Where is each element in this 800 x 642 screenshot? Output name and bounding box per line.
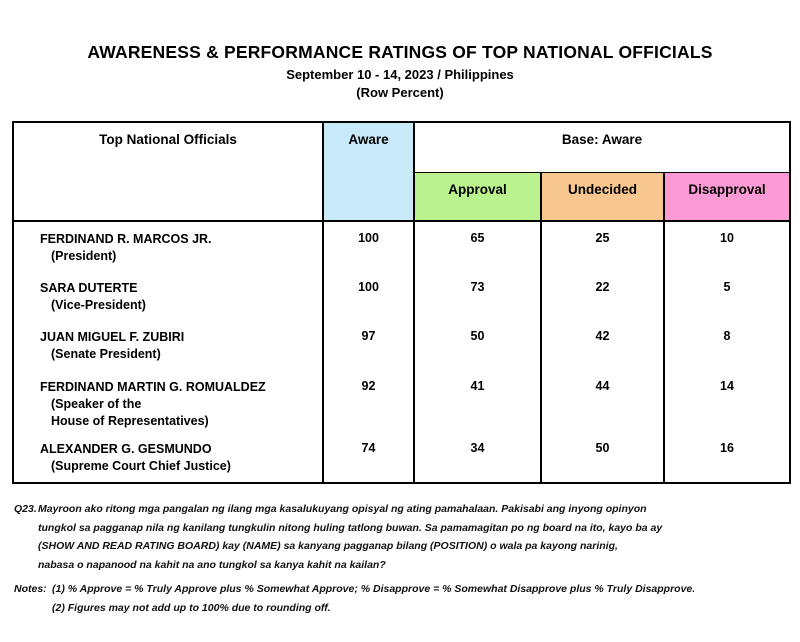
undecided-value: 44	[541, 370, 665, 432]
header-row-ratings: Approval Undecided Disapproval	[13, 172, 791, 222]
official-name: ALEXANDER G. GESMUNDO	[40, 442, 212, 456]
notes-line: (2) Figures may not add up to 100% due t…	[52, 602, 331, 614]
disapproval-value: 5	[723, 280, 731, 294]
survey-period: September 10 - 14, 2023 / Philippines	[286, 67, 514, 82]
ratings-table: Top National Officials Aware Base: Aware…	[12, 121, 792, 484]
official-name-cell: FERDINAND R. MARCOS JR. (President)	[13, 221, 324, 271]
undecided-value: 50	[541, 432, 665, 483]
disapproval-value: 16	[720, 441, 734, 455]
aware-value: 92	[323, 370, 415, 432]
disapproval-value: 10	[720, 231, 734, 245]
column-header-disapproval: Disapproval	[662, 172, 791, 222]
question-line: nabasa o napanood na kahit na ano tungko…	[38, 558, 386, 571]
approval-value: 73	[414, 271, 542, 320]
notes-text: (1) % Approve = % Truly Approve plus % S…	[52, 580, 695, 618]
official-name: SARA DUTERTE	[40, 281, 138, 295]
group-header-base-aware: Base: Aware	[414, 122, 791, 173]
row-percent-label: (Row Percent)	[356, 85, 444, 100]
question-line: (SHOW AND READ RATING BOARD) kay (NAME) …	[38, 540, 618, 552]
notes-footnote: Notes: (1) % Approve = % Truly Approve p…	[14, 580, 800, 618]
official-name-cell: JUAN MIGUEL F. ZUBIRI (Senate President)	[13, 320, 324, 370]
table-body: FERDINAND R. MARCOS JR. (President) 100 …	[13, 221, 790, 483]
column-header-aware: Aware	[323, 122, 415, 222]
column-header-undecided: Undecided	[540, 172, 665, 222]
approval-value: 41	[414, 370, 542, 432]
disapproval-value: 14	[720, 379, 734, 393]
table-row-marcos: FERDINAND R. MARCOS JR. (President) 100 …	[13, 221, 790, 271]
report-header: AWARENESS & PERFORMANCE RATINGS OF TOP N…	[0, 42, 800, 100]
aware-value: 97	[323, 320, 415, 370]
table-row-zubiri: JUAN MIGUEL F. ZUBIRI (Senate President)…	[13, 320, 790, 370]
official-position: (Speaker of the House of Representatives…	[51, 397, 209, 428]
table-header-group: Top National Officials Aware Base: Aware…	[13, 122, 791, 222]
column-header-officials: Top National Officials	[13, 122, 324, 222]
aware-value: 74	[323, 432, 415, 483]
official-name: JUAN MIGUEL F. ZUBIRI	[40, 330, 185, 344]
footnotes: Q23. Mayroon ako ritong mga pangalan ng …	[14, 500, 800, 618]
disapproval-value: 8	[723, 329, 731, 343]
official-position: (Senate President)	[51, 347, 161, 361]
undecided-value: 25	[541, 221, 665, 271]
official-name: FERDINAND R. MARCOS JR.	[40, 232, 212, 246]
question-line: Mayroon ako ritong mga pangalan ng ilang…	[38, 503, 647, 515]
official-name-cell: FERDINAND MARTIN G. ROMUALDEZ (Speaker o…	[13, 370, 324, 432]
approval-value: 65	[414, 221, 542, 271]
column-header-approval: Approval	[413, 172, 542, 222]
question-label: Q23.	[14, 503, 37, 515]
page-title: AWARENESS & PERFORMANCE RATINGS OF TOP N…	[87, 42, 713, 62]
undecided-value: 42	[541, 320, 665, 370]
question-text: Mayroon ako ritong mga pangalan ng ilang…	[38, 500, 662, 574]
header-row-top: Top National Officials Aware Base: Aware	[13, 122, 791, 222]
table-row-gesmundo: ALEXANDER G. GESMUNDO (Supreme Court Chi…	[13, 432, 790, 483]
aware-value: 100	[323, 271, 415, 320]
official-name-cell: ALEXANDER G. GESMUNDO (Supreme Court Chi…	[13, 432, 324, 483]
approval-value: 34	[414, 432, 542, 483]
aware-value: 100	[323, 221, 415, 271]
notes-label: Notes:	[14, 583, 47, 595]
undecided-value: 22	[541, 271, 665, 320]
official-name: FERDINAND MARTIN G. ROMUALDEZ	[40, 380, 266, 394]
official-position: (Supreme Court Chief Justice)	[51, 459, 231, 473]
approval-value: 50	[414, 320, 542, 370]
table-row-duterte: SARA DUTERTE (Vice-President) 100 73 22 …	[13, 271, 790, 320]
question-line: tungkol sa pagganap nila ng kanilang tun…	[38, 521, 663, 534]
table-row-romualdez: FERDINAND MARTIN G. ROMUALDEZ (Speaker o…	[13, 370, 790, 432]
official-position: (President)	[51, 249, 117, 263]
question-footnote: Q23. Mayroon ako ritong mga pangalan ng …	[14, 500, 800, 574]
official-name-cell: SARA DUTERTE (Vice-President)	[13, 271, 324, 320]
notes-line: (1) % Approve = % Truly Approve plus % S…	[52, 583, 696, 595]
official-position: (Vice-President)	[51, 298, 146, 312]
